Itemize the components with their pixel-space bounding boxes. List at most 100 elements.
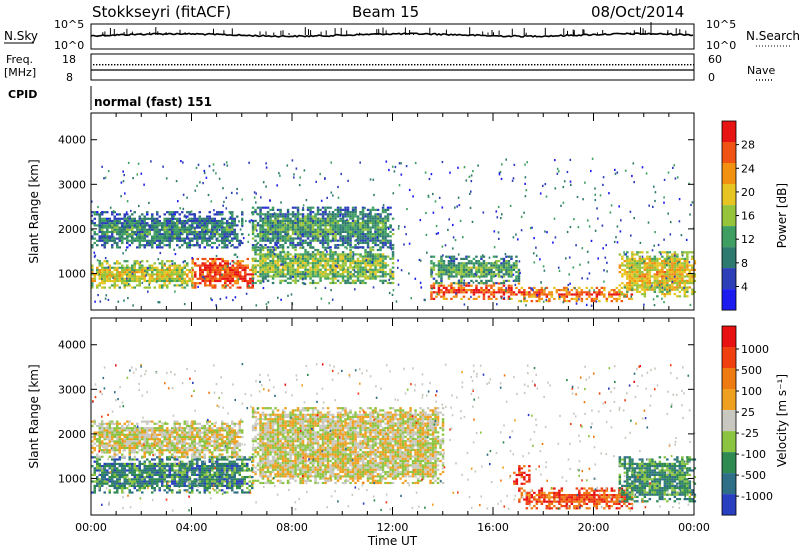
data-cell: [329, 277, 332, 280]
data-cell: [106, 222, 109, 225]
nave-dot: [180, 64, 182, 66]
data-cell: [357, 243, 360, 246]
nave-dot: [228, 64, 230, 66]
data-cell: [168, 235, 171, 238]
data-cell: [251, 257, 255, 260]
data-cell: [518, 260, 521, 263]
data-cell: [294, 217, 297, 220]
data-cell: [452, 223, 454, 227]
data-cell: [623, 284, 627, 287]
data-cell: [663, 271, 667, 274]
data-cell: [455, 257, 458, 260]
data-cell: [364, 222, 367, 225]
data-cell: [301, 228, 305, 231]
data-cell: [118, 262, 121, 265]
data-cell: [638, 275, 642, 278]
data-cell: [597, 257, 599, 260]
data-cell: [106, 241, 109, 245]
data-cell: [211, 235, 214, 238]
data-cell: [289, 224, 292, 227]
data-cell: [349, 281, 352, 285]
data-cell: [311, 251, 315, 254]
data-cell: [116, 275, 119, 278]
data-cell: [113, 239, 116, 242]
data-cell: [206, 277, 209, 280]
data-cell: [178, 228, 181, 231]
nave-dot: [237, 64, 239, 66]
data-cell: [462, 291, 466, 294]
data-cell: [156, 217, 159, 220]
data-cell: [314, 224, 317, 227]
data-cell: [440, 291, 443, 294]
data-cell: [143, 217, 146, 220]
data-cell: [688, 268, 692, 271]
data-cell: [344, 211, 347, 214]
data-cell: [331, 235, 335, 238]
data-cell: [406, 208, 408, 211]
data-cell: [686, 264, 689, 267]
data-cell: [178, 219, 181, 223]
colorbar-tick-label: 8: [741, 257, 748, 270]
data-cell: [221, 286, 224, 289]
data-cell: [101, 233, 104, 236]
data-cell: [259, 213, 262, 216]
data-cell: [161, 262, 164, 265]
data-cell: [668, 268, 672, 271]
data-cell: [658, 286, 662, 289]
data-cell: [666, 251, 669, 254]
data-cell: [244, 277, 247, 280]
data-cell: [176, 217, 179, 220]
data-cell: [389, 281, 392, 285]
data-cell: [674, 254, 676, 257]
data-cell: [324, 255, 327, 258]
data-cell: [319, 222, 322, 225]
data-cell: [641, 286, 644, 289]
data-cell: [106, 260, 109, 263]
data-cell: [133, 266, 136, 269]
data-cell: [113, 284, 116, 287]
data-cell: [570, 293, 574, 296]
data-cell: [531, 226, 533, 229]
nave-tick-top: 60: [708, 53, 722, 66]
data-cell: [615, 291, 619, 294]
data-cell: [133, 233, 136, 236]
data-cell: [693, 268, 697, 271]
data-cell: [128, 273, 131, 276]
data-cell: [548, 297, 551, 300]
data-cell: [198, 222, 201, 225]
data-cell: [259, 246, 262, 249]
data-cell: [430, 275, 433, 278]
data-cell: [311, 268, 315, 271]
data-cell: [319, 239, 322, 242]
data-cell: [382, 262, 384, 265]
data-cell: [158, 230, 161, 234]
data-cell: [480, 282, 483, 285]
data-cell: [349, 241, 352, 244]
data-cell: [641, 277, 644, 280]
data-cell: [183, 226, 186, 229]
data-cell: [276, 273, 280, 276]
data-cell: [198, 230, 201, 234]
data-cell: [143, 286, 146, 289]
data-cell: [626, 288, 629, 291]
nave-dot: [201, 64, 203, 66]
data-cell: [296, 262, 300, 265]
data-cell: [505, 291, 508, 294]
data-cell: [306, 251, 310, 254]
data-cell: [141, 233, 144, 236]
data-cell: [291, 268, 295, 271]
data-cell: [221, 246, 224, 249]
data-cell: [101, 228, 104, 231]
data-cell: [344, 279, 347, 282]
data-cell: [678, 260, 682, 263]
data-cell: [485, 266, 488, 269]
data-cell: [241, 264, 244, 267]
data-cell: [497, 268, 501, 271]
data-cell: [311, 239, 315, 242]
data-cell: [131, 228, 134, 231]
nave-dot: [249, 64, 251, 66]
data-cell: [126, 235, 129, 238]
data-cell: [103, 217, 106, 220]
data-cell: [374, 277, 377, 280]
data-cell: [356, 230, 360, 233]
